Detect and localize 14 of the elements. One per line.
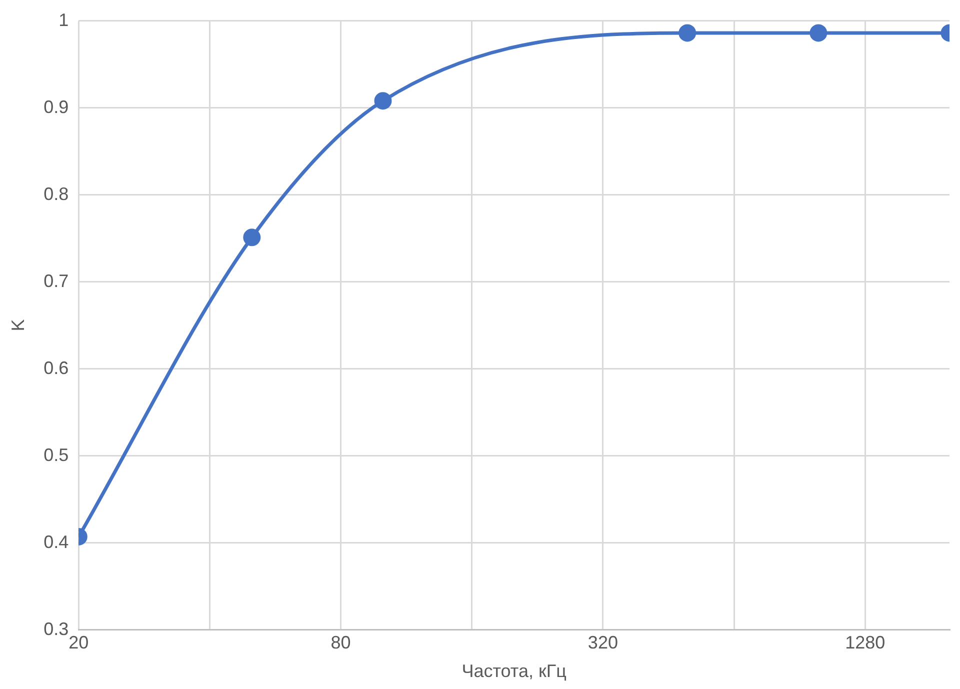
x-tick-label: 320 xyxy=(588,632,618,653)
y-tick-label: 1 xyxy=(58,10,69,30)
y-tick-label: 0.7 xyxy=(44,270,69,291)
y-tick-label: 0.6 xyxy=(44,358,69,378)
x-tick-label: 20 xyxy=(68,632,89,653)
x-tick-label: 1280 xyxy=(845,632,886,653)
x-axis-title: Частота, кГц xyxy=(462,661,566,682)
y-tick-label: 0.5 xyxy=(44,444,69,465)
y-tick-label: 0.8 xyxy=(44,184,69,204)
y-tick-label: 0.9 xyxy=(44,96,69,117)
y-axis-title: K xyxy=(8,319,28,332)
y-tick-label: 0.3 xyxy=(44,618,69,639)
y-tick-label: 0.4 xyxy=(44,532,69,552)
x-tick-label: 80 xyxy=(330,632,351,653)
